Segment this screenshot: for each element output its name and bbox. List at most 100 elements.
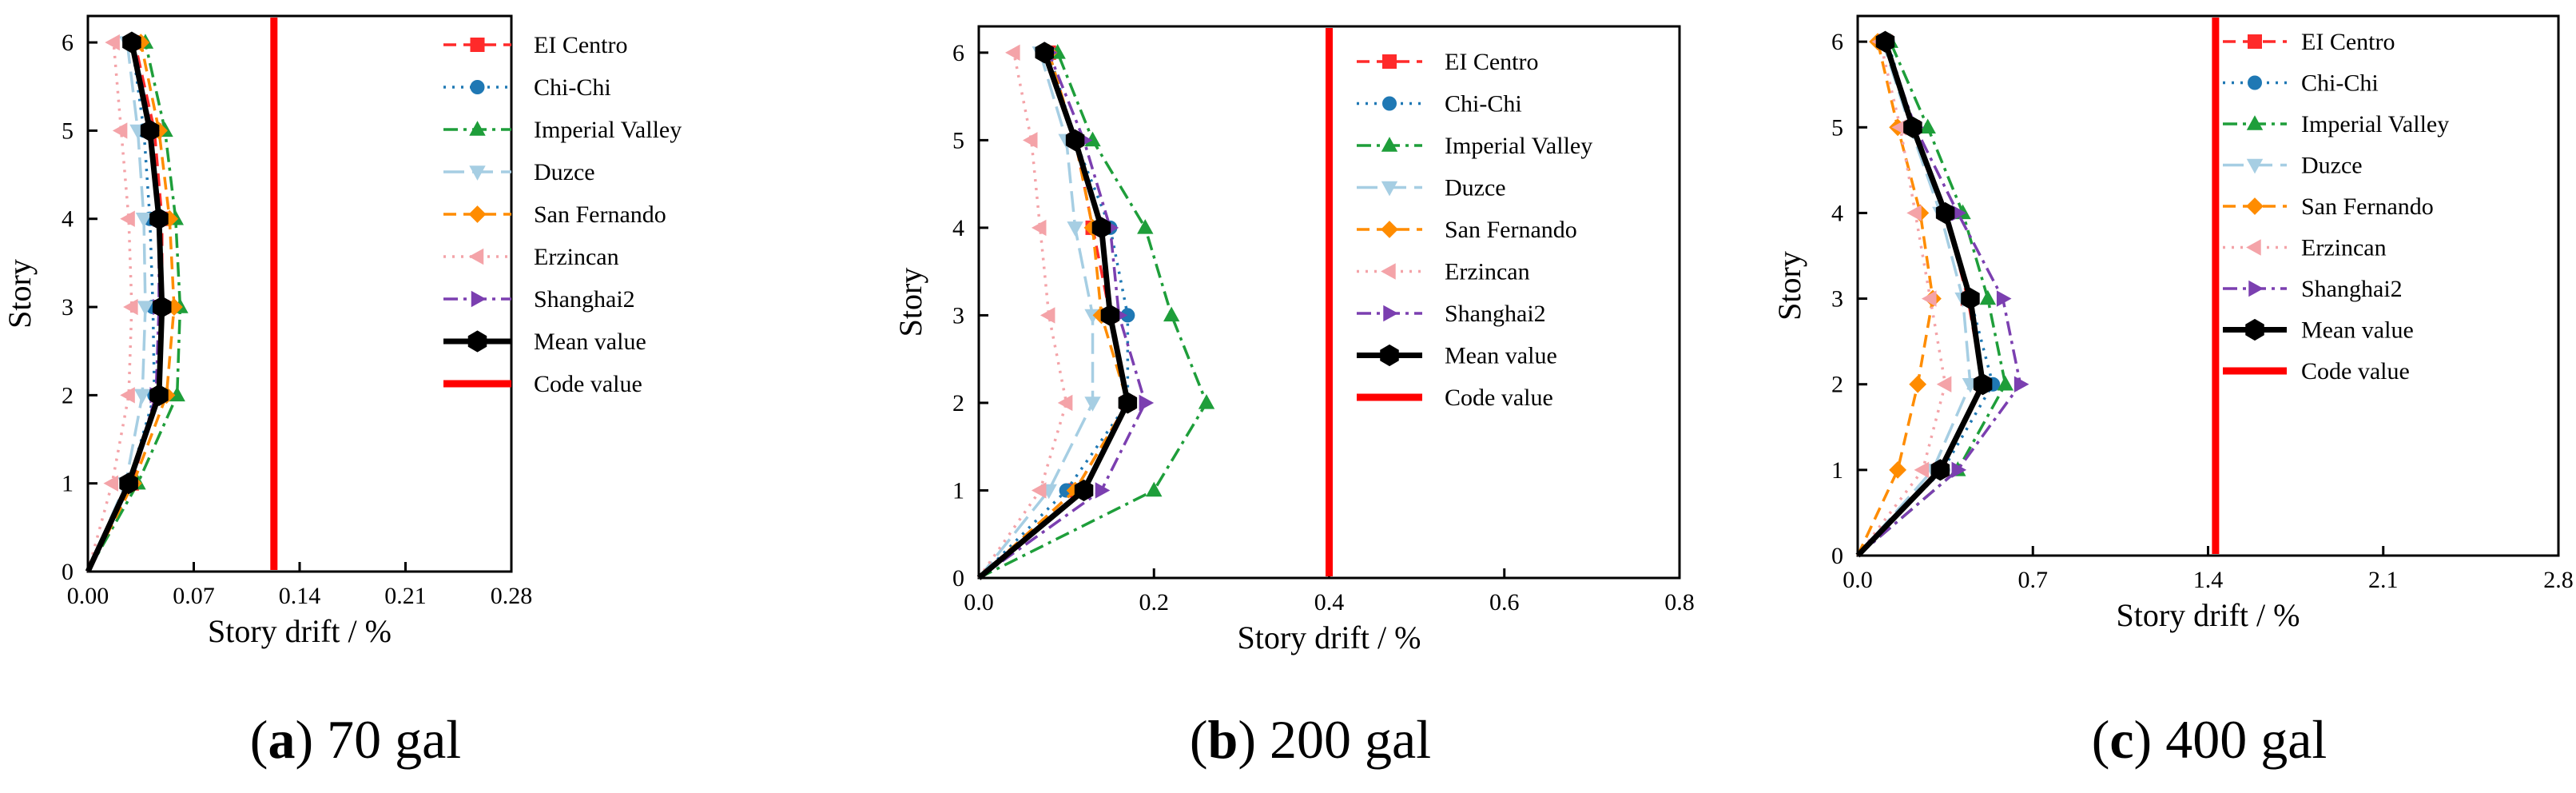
data-point (1031, 219, 1047, 237)
legend-item: Erzincan (443, 244, 619, 270)
legend-label: EI Centro (2301, 29, 2395, 55)
data-point (1035, 42, 1054, 64)
legend-label: Code value (1445, 385, 1553, 411)
data-point (1935, 201, 1955, 225)
data-point (1040, 307, 1055, 324)
data-point (1951, 461, 1967, 479)
data-point (2013, 376, 2029, 393)
legend-label: Chi-Chi (2301, 70, 2379, 97)
x-axis-label: Story drift / % (1238, 620, 1421, 656)
y-tick-label: 2 (62, 382, 74, 408)
legend-item: Duzce (2223, 153, 2363, 179)
legend-label: Duzce (1445, 175, 1506, 201)
data-point (1914, 461, 1930, 479)
legend-label: Shanghai2 (534, 286, 635, 313)
data-point (119, 472, 138, 495)
legend-marker (1383, 305, 1398, 322)
legend-marker (468, 248, 484, 265)
series-imperial-valley (978, 44, 1215, 580)
legend-marker (2246, 239, 2261, 256)
data-point (122, 31, 141, 54)
data-point (152, 296, 172, 318)
data-point (1930, 459, 1950, 481)
y-tick-label: 4 (1831, 200, 1843, 226)
series-mean-value (976, 42, 1138, 580)
legend-item: Shanghai2 (1357, 301, 1546, 327)
panel-caption: (a) 70 gal (250, 709, 461, 770)
legend-label: San Fernando (2301, 193, 2434, 220)
legend-label: Duzce (534, 159, 595, 185)
legend-item: Shanghai2 (2223, 276, 2403, 302)
y-tick-label: 0 (62, 559, 74, 585)
data-point (105, 34, 120, 51)
legend-marker (1381, 137, 1398, 152)
y-tick-label: 2 (952, 390, 964, 416)
data-point (1022, 132, 1038, 149)
legend-label: Imperial Valley (2301, 111, 2449, 137)
data-point (1074, 479, 1094, 502)
legend-item: EI Centro (1357, 49, 1538, 75)
y-axis-label: Story (892, 268, 928, 337)
data-point (1091, 217, 1111, 239)
data-point (133, 389, 151, 404)
legend-label: Chi-Chi (1445, 91, 1522, 118)
legend-label: Mean value (534, 329, 646, 355)
legend-label: San Fernando (534, 201, 666, 228)
legend-marker (1381, 263, 1396, 280)
legend-item: Mean value (2223, 317, 2414, 344)
x-tick-label: 0.8 (1664, 589, 1695, 616)
panel-caption: (c) 400 gal (2092, 709, 2328, 770)
legend-item: Code value (1357, 385, 1553, 411)
legend-label: Chi-Chi (534, 74, 611, 101)
legend-marker (470, 80, 485, 94)
y-tick-label: 0 (1831, 543, 1843, 569)
series-erzincan (977, 44, 1073, 580)
legend-label: Code value (534, 371, 642, 397)
legend-marker (2246, 158, 2264, 174)
legend-item: Imperial Valley (2223, 111, 2449, 137)
data-point (149, 208, 169, 230)
data-point (1067, 221, 1083, 237)
legend-marker (467, 330, 487, 353)
y-tick-label: 1 (1831, 457, 1843, 484)
y-axis-label: Story (1771, 251, 1807, 321)
legend-marker (469, 165, 486, 181)
legend-item: EI Centro (443, 32, 627, 58)
data-point (1137, 219, 1154, 234)
legend-label: EI Centro (1445, 49, 1538, 75)
x-tick-label: 0.2 (1139, 589, 1170, 616)
caption-text: 400 gal (2152, 709, 2327, 770)
legend-marker (2245, 318, 2264, 341)
legend-item: Chi-Chi (2223, 70, 2379, 97)
panel-caption: (b) 200 gal (1190, 709, 1431, 770)
legend-item: Chi-Chi (443, 74, 611, 101)
series-mean-value (85, 31, 172, 573)
data-point (1961, 287, 1980, 310)
y-tick-label: 4 (62, 206, 74, 233)
data-point (1031, 482, 1047, 499)
legend-item: San Fernando (1357, 217, 1577, 243)
legend-marker (1382, 96, 1397, 111)
legend-label: Imperial Valley (1445, 133, 1592, 159)
legend-marker (1381, 221, 1398, 238)
y-tick-label: 6 (952, 40, 964, 66)
data-point (1875, 30, 1895, 53)
legend-marker (470, 38, 485, 52)
y-tick-label: 2 (1831, 372, 1843, 398)
x-tick-label: 0.21 (384, 583, 427, 609)
data-point (1919, 118, 1936, 134)
x-tick-label: 0.0 (964, 589, 994, 616)
legend-marker (2248, 34, 2262, 49)
data-point (137, 301, 154, 316)
legend-item: Erzincan (1357, 259, 1530, 285)
legend-label: Shanghai2 (1445, 301, 1546, 327)
legend-marker (2246, 197, 2264, 215)
x-tick-label: 0.07 (173, 583, 215, 609)
y-tick-label: 6 (62, 30, 74, 56)
y-tick-label: 5 (952, 127, 964, 153)
data-point (1997, 375, 2013, 391)
data-point (112, 122, 128, 139)
y-tick-label: 0 (952, 565, 964, 592)
